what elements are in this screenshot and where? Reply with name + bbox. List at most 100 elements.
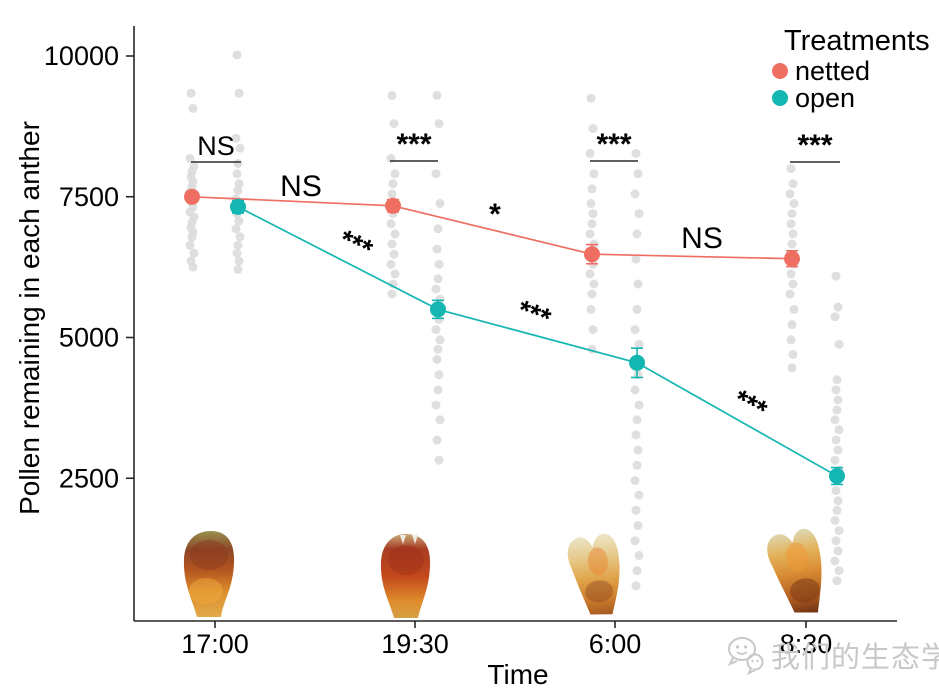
jitter-point	[388, 279, 398, 289]
jitter-point	[634, 550, 644, 560]
mean-point-open[interactable]	[829, 468, 845, 484]
jitter-point	[231, 224, 241, 234]
jitter-point	[834, 339, 844, 349]
jitter-point	[432, 355, 442, 364]
jitter-point	[388, 179, 398, 189]
jitter-point	[833, 445, 843, 455]
jitter-point	[435, 415, 445, 425]
jitter-point	[833, 302, 843, 312]
jitter-point	[389, 249, 399, 259]
jitter-point	[435, 199, 445, 208]
x-axis-title: Time	[487, 659, 549, 690]
jitter-point	[633, 445, 643, 455]
jitter-point	[631, 581, 641, 591]
jitter-point	[831, 271, 841, 281]
mean-point-netted[interactable]	[584, 246, 600, 263]
segment-significance-label: *	[489, 198, 501, 231]
significance-label: ***	[797, 129, 832, 162]
jitter-point	[834, 526, 844, 536]
jitter-point	[189, 248, 199, 258]
legend-label-open: open	[795, 82, 856, 113]
x-tick-label: 6:00	[589, 629, 642, 659]
jitter-point	[232, 248, 242, 258]
jitter-point	[433, 224, 443, 234]
significance-label: ***	[396, 128, 431, 161]
jitter-point	[589, 169, 599, 179]
jitter-point	[434, 455, 444, 465]
mean-point-netted[interactable]	[784, 250, 800, 267]
jitter-point	[585, 148, 595, 158]
y-axis-title: Pollen remaining in each anther	[14, 121, 45, 515]
jitter-point	[588, 325, 598, 335]
jitter-point	[431, 325, 441, 335]
y-tick-label: 5000	[59, 323, 119, 353]
jitter-point	[789, 199, 799, 208]
mean-point-open[interactable]	[629, 354, 645, 371]
jitter-point	[634, 209, 644, 219]
jitter-point	[589, 279, 599, 289]
jitter-point	[433, 344, 443, 354]
legend-item-open[interactable]: open	[772, 82, 930, 113]
jitter-point	[431, 284, 441, 294]
jitter-point	[387, 239, 397, 249]
jitter-point	[631, 254, 641, 264]
jitter-point	[632, 229, 642, 239]
series-line-open	[237, 206, 838, 477]
legend-title: Treatments	[784, 25, 930, 57]
y-tick-label: 10000	[44, 41, 119, 71]
mean-point-open[interactable]	[230, 198, 246, 215]
significance-label: NS	[197, 131, 235, 161]
jitter-point	[831, 435, 841, 445]
jitter-point	[789, 304, 799, 314]
jitter-point	[630, 385, 640, 395]
jitter-point	[631, 505, 641, 515]
segment-significance-label: NS	[681, 222, 723, 255]
jitter-point	[630, 189, 640, 199]
jitter-point	[833, 546, 843, 556]
jitter-point	[788, 179, 798, 189]
mean-point-open[interactable]	[430, 301, 446, 318]
mean-point-netted[interactable]	[385, 197, 401, 214]
jitter-point	[431, 400, 441, 410]
jitter-point	[786, 164, 796, 174]
jitter-point	[390, 269, 400, 279]
series-line-netted	[191, 195, 793, 260]
anther-photo-17-00	[183, 531, 235, 617]
jitter-point	[587, 184, 597, 194]
jitter-point	[832, 576, 842, 586]
jitter-point	[234, 256, 244, 266]
jitter-point	[234, 88, 244, 98]
jitter-point	[434, 259, 444, 269]
jitter-point	[634, 400, 644, 410]
jitter-point	[830, 312, 840, 322]
jitter-point	[588, 209, 598, 219]
jitter-point	[587, 289, 597, 299]
mean-point-netted[interactable]	[184, 188, 200, 205]
jitter-point	[831, 486, 841, 496]
jitter-point	[632, 415, 642, 425]
wechat-chat-bubbles-icon	[727, 637, 764, 675]
jitter-point	[233, 159, 243, 168]
jitter-point	[834, 425, 844, 435]
jitter-point	[432, 435, 442, 445]
jitter-point	[390, 229, 400, 239]
jitter-point	[788, 229, 798, 239]
jitter-point	[232, 169, 242, 179]
legend-item-netted[interactable]: netted	[772, 57, 930, 84]
jitter-point	[235, 143, 245, 153]
jitter-point	[830, 556, 840, 566]
jitter-point	[234, 216, 244, 226]
jitter-point	[787, 239, 797, 249]
jitter-point	[387, 189, 397, 199]
segment-significance-label: ***	[729, 383, 773, 426]
jitter-point	[786, 335, 796, 345]
y-tick-label: 7500	[59, 182, 119, 212]
jitter-point	[188, 103, 198, 113]
jitter-point	[830, 415, 840, 425]
netted-marker-icon	[772, 63, 788, 79]
jitter-point	[832, 505, 842, 515]
jitter-point	[630, 325, 640, 335]
watermark: 我们的生态学	[724, 634, 939, 676]
jitter-point	[832, 405, 842, 415]
